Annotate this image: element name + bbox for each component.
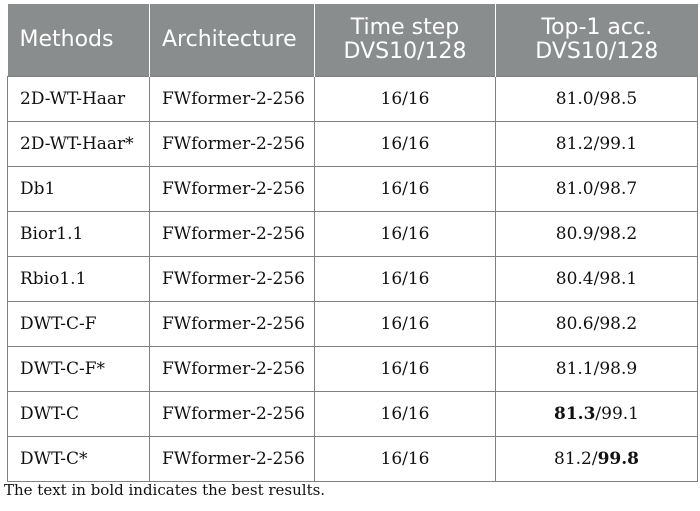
cell-method: Db1	[7, 166, 150, 212]
header-architecture-label: Architecture	[162, 27, 297, 52]
acc-dvs10-value: 81.2	[554, 449, 592, 469]
acc-separator: /	[595, 404, 602, 424]
cell-architecture: FWformer-2-256	[149, 301, 315, 347]
header-time-step-line1: Time step	[350, 15, 460, 40]
cell-method: DWT-C*	[7, 436, 150, 482]
table-row: DWT-C* FWformer-2-256 16/16 81.2/99.8	[7, 436, 698, 482]
cell-top1-acc: 81.0/98.5	[495, 76, 698, 122]
table-row: DWT-C FWformer-2-256 16/16 81.3/99.1	[7, 391, 698, 437]
cell-top1-acc: 80.6/98.2	[495, 301, 698, 347]
cell-top1-acc: 81.3/99.1	[495, 391, 698, 437]
cell-method: DWT-C	[7, 391, 150, 437]
header-top1-line1: Top-1 acc.	[541, 15, 653, 40]
table-body: 2D-WT-Haar FWformer-2-256 16/16 81.0/98.5 2D…	[7, 76, 698, 482]
acc-dvs128-value: 99.1	[601, 404, 639, 424]
acc-separator: /	[593, 134, 600, 154]
table-header: Methods Architecture Time step DVS10/128…	[7, 4, 698, 77]
acc-dvs128-value: 98.5	[599, 89, 638, 109]
cell-method: 2D-WT-Haar	[7, 76, 150, 122]
acc-separator: /	[593, 269, 600, 289]
cell-method: DWT-C-F	[7, 301, 150, 347]
cell-time-step: 16/16	[314, 166, 496, 212]
cell-architecture: FWformer-2-256	[149, 391, 315, 437]
table-row: Db1 FWformer-2-256 16/16 81.0/98.7	[7, 166, 698, 212]
cell-architecture: FWformer-2-256	[149, 436, 315, 482]
header-time-step-line2: DVS10/128	[343, 39, 467, 64]
acc-dvs10-value: 81.0	[555, 89, 594, 109]
cell-architecture: FWformer-2-256	[149, 211, 315, 257]
cell-time-step: 16/16	[314, 256, 496, 302]
header-methods-label: Methods	[19, 27, 114, 52]
table-row: DWT-C-F FWformer-2-256 16/16 80.6/98.2	[7, 301, 698, 347]
table-row: DWT-C-F* FWformer-2-256 16/16 81.1/98.9	[7, 346, 698, 392]
acc-dvs10-value: 81.1	[555, 359, 594, 379]
cell-time-step: 16/16	[314, 391, 496, 437]
header-row: Methods Architecture Time step DVS10/128…	[7, 4, 698, 77]
acc-dvs10-value: 80.6	[555, 314, 594, 334]
cell-time-step: 16/16	[314, 121, 496, 167]
header-methods: Methods	[7, 4, 150, 77]
acc-dvs128-value: 99.8	[597, 449, 639, 469]
cell-top1-acc: 81.0/98.7	[495, 166, 698, 212]
cell-architecture: FWformer-2-256	[149, 166, 315, 212]
cell-time-step: 16/16	[314, 211, 496, 257]
acc-dvs128-value: 98.1	[599, 269, 638, 289]
results-table: Methods Architecture Time step DVS10/128…	[7, 4, 698, 482]
header-top1-line2: DVS10/128	[535, 39, 659, 64]
cell-time-step: 16/16	[314, 346, 496, 392]
cell-top1-acc: 80.9/98.2	[495, 211, 698, 257]
header-top1-acc: Top-1 acc. DVS10/128	[495, 4, 698, 77]
cell-time-step: 16/16	[314, 436, 496, 482]
cell-method: Bior1.1	[7, 211, 150, 257]
acc-dvs128-value: 98.2	[599, 314, 638, 334]
table-footnote: The text in bold indicates the best resu…	[4, 481, 326, 499]
table-row: 2D-WT-Haar* FWformer-2-256 16/16 81.2/99.1	[7, 121, 698, 167]
table-row: Rbio1.1 FWformer-2-256 16/16 80.4/98.1	[7, 256, 698, 302]
acc-separator: /	[593, 224, 600, 244]
acc-separator: /	[593, 179, 600, 199]
acc-separator: /	[593, 89, 600, 109]
acc-dvs10-value: 81.2	[555, 134, 594, 154]
acc-separator: /	[593, 359, 600, 379]
acc-dvs10-value: 80.4	[555, 269, 594, 289]
cell-architecture: FWformer-2-256	[149, 346, 315, 392]
table-row: Bior1.1 FWformer-2-256 16/16 80.9/98.2	[7, 211, 698, 257]
cell-time-step: 16/16	[314, 301, 496, 347]
cell-method: Rbio1.1	[7, 256, 150, 302]
acc-dvs128-value: 98.2	[599, 224, 638, 244]
cell-architecture: FWformer-2-256	[149, 76, 315, 122]
cell-top1-acc: 81.1/98.9	[495, 346, 698, 392]
acc-dvs10-value: 80.9	[555, 224, 594, 244]
acc-dvs10-value: 81.3	[554, 404, 596, 424]
cell-architecture: FWformer-2-256	[149, 121, 315, 167]
header-time-step: Time step DVS10/128	[314, 4, 496, 77]
cell-time-step: 16/16	[314, 76, 496, 122]
acc-separator: /	[591, 449, 598, 469]
cell-top1-acc: 81.2/99.8	[495, 436, 698, 482]
acc-dvs128-value: 98.9	[599, 359, 638, 379]
acc-separator: /	[593, 314, 600, 334]
cell-architecture: FWformer-2-256	[149, 256, 315, 302]
results-table-container: Methods Architecture Time step DVS10/128…	[7, 4, 698, 482]
acc-dvs10-value: 81.0	[555, 179, 594, 199]
acc-dvs128-value: 99.1	[599, 134, 638, 154]
cell-method: DWT-C-F*	[7, 346, 150, 392]
table-row: 2D-WT-Haar FWformer-2-256 16/16 81.0/98.5	[7, 76, 698, 122]
cell-top1-acc: 80.4/98.1	[495, 256, 698, 302]
acc-dvs128-value: 98.7	[599, 179, 638, 199]
cell-method: 2D-WT-Haar*	[7, 121, 150, 167]
cell-top1-acc: 81.2/99.1	[495, 121, 698, 167]
header-architecture: Architecture	[149, 4, 315, 77]
